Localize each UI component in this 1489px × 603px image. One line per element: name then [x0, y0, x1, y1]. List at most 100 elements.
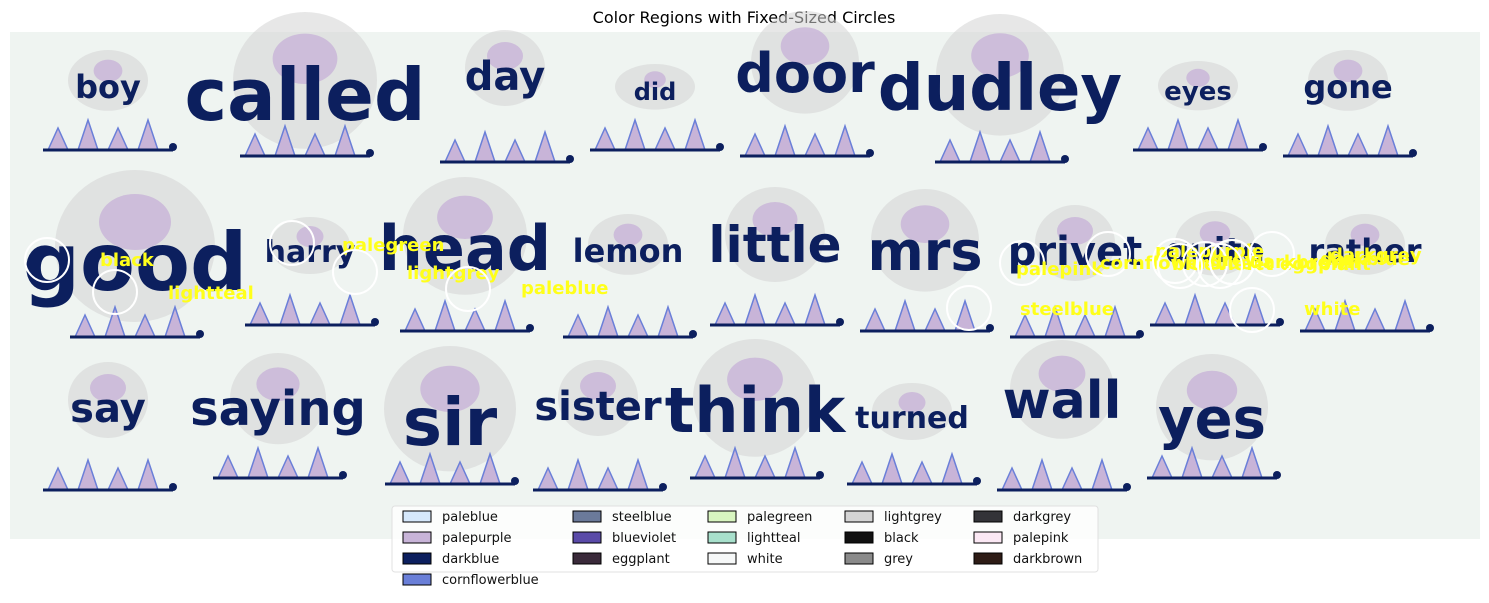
head-blob-accent [93, 59, 123, 82]
baseline-end-dot [366, 149, 374, 157]
baseline-end-dot [973, 477, 981, 485]
legend-label: cornflowerblue [442, 573, 539, 588]
circle-label: white [1304, 299, 1360, 320]
baseline-end-dot [986, 324, 994, 332]
legend-swatch [973, 552, 1003, 565]
word-label: quite [1165, 231, 1265, 271]
color-circle: white [1229, 287, 1360, 333]
legend-entry: steelblue [572, 510, 672, 525]
circle-label: darkgrey [1330, 245, 1422, 266]
word-tile: dudley [878, 14, 1122, 164]
legend-label: palepurple [442, 531, 512, 546]
legend-label: eggplant [612, 552, 670, 567]
word-label: harry [265, 235, 356, 270]
legend-swatch [402, 573, 432, 586]
legend-swatch [402, 510, 432, 523]
legend: paleblue palepurple darkblue cornflowerblue… [391, 505, 1099, 588]
head-blob-accent [644, 71, 666, 88]
color-circle: steelblue [946, 285, 1114, 331]
baseline-end-dot [169, 143, 177, 151]
word-tile: privet [1008, 205, 1144, 339]
word-label: door [735, 42, 875, 105]
head-blob-accent [1038, 355, 1086, 392]
legend-label: darkblue [442, 552, 499, 567]
baseline-end-dot [169, 483, 177, 491]
color-circle: grey [1157, 243, 1256, 289]
legend-frame [391, 505, 1099, 573]
word-label: turned [855, 401, 969, 436]
baseline-end-dot [716, 143, 724, 151]
head-blob-accent [90, 374, 126, 402]
circle-outline [445, 266, 491, 312]
legend-entry: blueviolet [572, 531, 676, 546]
baseline-end-dot [1276, 318, 1284, 326]
head-blob-accent [900, 205, 950, 244]
legend-entry: grey [844, 552, 913, 567]
chart-title: Color Regions with Fixed-Sized Circles [593, 8, 896, 27]
legend-label: palepink [1013, 531, 1069, 546]
color-circle: darkbrown [1197, 243, 1359, 289]
word-label: say [70, 386, 146, 432]
word-label: mrs [867, 220, 982, 283]
circle-outline [269, 220, 315, 266]
baseline-end-dot [866, 149, 874, 157]
word-label: good [23, 216, 247, 309]
color-circle: darkblue [1249, 231, 1410, 277]
head-blob-accent [1199, 221, 1231, 246]
head-blob-accent [1057, 217, 1093, 245]
head-blob-accent [971, 33, 1029, 78]
legend-entry: eggplant [572, 552, 670, 567]
word-tile: lemon [563, 214, 697, 339]
word-tile: turned [847, 383, 981, 486]
word-tile: sister [533, 360, 667, 492]
circle-outline [1197, 243, 1243, 289]
circle-outline [1152, 238, 1198, 284]
baseline-end-dot [816, 471, 824, 479]
word-tile: mrs [860, 189, 994, 333]
legend-entry: paleblue [402, 510, 498, 525]
circle-outline [1157, 243, 1203, 289]
word-label: rather [1309, 232, 1422, 270]
legend-label: darkbrown [1013, 552, 1082, 567]
word-label: yes [1158, 387, 1266, 452]
circle-label: palepurple [1155, 241, 1264, 262]
word-label: called [185, 53, 426, 137]
head-blob-accent [420, 365, 480, 412]
baseline-end-dot [1409, 149, 1417, 157]
word-tile: day [440, 30, 574, 164]
word-tile: rather [1300, 214, 1434, 333]
head-blob-accent [99, 194, 171, 250]
legend-swatch [844, 531, 874, 544]
color-circle: black [24, 237, 155, 283]
baseline-end-dot [371, 318, 379, 326]
head-blob-accent [752, 202, 798, 237]
word-tile: say [43, 362, 177, 492]
word-tile: door [735, 11, 875, 158]
color-circle: palepurple [1152, 238, 1264, 284]
legend-swatch [844, 552, 874, 565]
head-blob-accent [1186, 370, 1238, 410]
head-blob-accent [487, 42, 523, 70]
baseline-end-dot [196, 330, 204, 338]
baseline-end-dot [1273, 471, 1281, 479]
word-tiles-layer: boy called day did door dudley eyes gone good har… [23, 11, 1434, 492]
legend-label: lightgrey [884, 510, 942, 525]
word-label: boy [75, 68, 141, 106]
circle-label: grey [1210, 250, 1256, 271]
baseline-end-dot [526, 324, 534, 332]
baseline-end-dot [1061, 155, 1069, 163]
word-label: head [379, 212, 551, 285]
baseline-end-dot [1426, 324, 1434, 332]
color-circle: palegreen [269, 220, 444, 266]
word-tile: little [708, 187, 844, 327]
word-label: lemon [573, 232, 684, 270]
baseline-end-dot [511, 477, 519, 485]
baseline-end-dot [339, 471, 347, 479]
circle-label: cornflowerblue [1100, 253, 1252, 274]
color-circle: palepink [999, 240, 1104, 286]
legend-entry: darkblue [402, 552, 499, 567]
legend-swatch [572, 531, 602, 544]
head-blob-accent [613, 223, 643, 246]
baseline-end-dot [659, 483, 667, 491]
word-tile: yes [1147, 354, 1281, 480]
